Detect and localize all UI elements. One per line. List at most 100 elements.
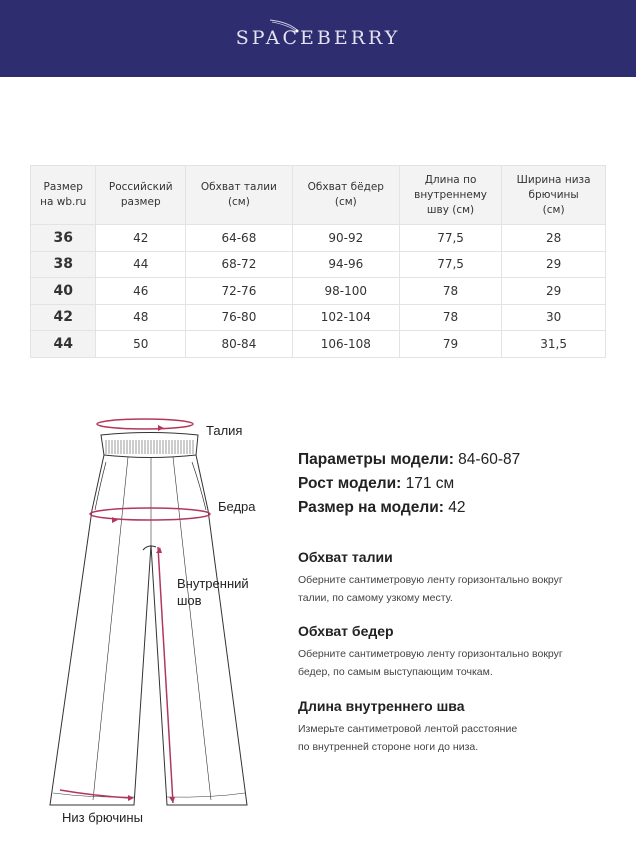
shooting-star-icon: [269, 19, 299, 33]
table-cell: 28: [501, 224, 606, 252]
right-hem-line: [166, 792, 246, 798]
table-cell: 31,5: [501, 330, 606, 358]
column-header: Российский размер: [95, 165, 187, 225]
table-cell: 76-80: [185, 303, 293, 331]
table-cell: 48: [95, 303, 187, 331]
instruction-title: Обхват талии: [298, 549, 393, 565]
hem-measure: [59, 789, 132, 799]
label-inseam-2: шов: [177, 593, 202, 608]
table-row: 40 46 72-76 98-100 78 29: [29, 277, 606, 305]
inseam-arrow-bottom: [169, 797, 175, 803]
table-cell: 29: [501, 250, 606, 278]
table-cell: 98-100: [291, 277, 400, 305]
label-waist: Талия: [206, 423, 243, 438]
height-label: Рост модели:: [298, 475, 402, 492]
crotch-curl: [142, 545, 157, 551]
header-line: шву (см): [426, 203, 475, 216]
pants-diagram: [49, 418, 248, 806]
column-header: Длина по внутреннему шву (см): [398, 165, 503, 225]
brand-header: SPACEBERRY: [0, 0, 636, 77]
measure-marks: [59, 418, 211, 804]
instruction-title: Обхват бедер: [298, 623, 394, 639]
table-cell: 36: [29, 224, 97, 252]
table-cell: 42: [29, 303, 97, 331]
header-line: Обхват бёдер: [307, 181, 384, 193]
hem-arrow: [128, 795, 134, 801]
column-header: Ширина низа брючины (см): [501, 165, 606, 225]
height-value: 171 см: [405, 475, 455, 492]
size-table: Размер на wb.ru Российский размер Обхват тал…: [29, 165, 606, 358]
table-row: 36 42 64-68 90-92 77,5 28: [29, 224, 606, 252]
right-pocket: [191, 461, 207, 511]
table-cell: 50: [95, 330, 187, 358]
table-cell: 38: [29, 250, 97, 278]
instruction-line: Оберните сантиметровую ленту горизонталь…: [298, 648, 563, 660]
brand-logo: SPACEBERRY: [235, 27, 401, 49]
left-crease: [92, 456, 129, 801]
header-line: размер: [120, 196, 161, 208]
instruction-line: Измерьте сантиметровой лентой расстояние: [298, 723, 518, 735]
size-value: 42: [448, 499, 466, 516]
table-cell: 42: [95, 224, 187, 252]
column-header: Обхват бёдер (см): [291, 165, 400, 225]
table-row: 42 48 76-80 102-104 78 30: [29, 303, 606, 331]
table-cell: 40: [29, 277, 97, 305]
table-cell: 94-96: [291, 250, 400, 278]
header-line: Длина по: [424, 173, 477, 186]
table-cell: 44: [29, 330, 97, 358]
params-label: Параметры модели:: [298, 451, 454, 468]
waistband-ribbing: [105, 440, 194, 454]
model-params-row: Параметры модели: 84-60-87: [298, 448, 520, 472]
right-crease: [172, 456, 212, 801]
instruction-title: Длина внутреннего шва: [298, 698, 465, 714]
header-line: Российский: [108, 181, 173, 193]
table-cell: 72-76: [185, 277, 293, 305]
table-cell: 68-72: [185, 250, 293, 278]
table-cell: 106-108: [291, 330, 400, 358]
table-cell: 79: [398, 330, 503, 358]
label-hips: Бедра: [218, 499, 256, 514]
column-header: Размер на wb.ru: [29, 165, 97, 225]
hip-arrow: [112, 517, 118, 523]
instruction-line: бедер, по самым выступающим точкам.: [298, 666, 493, 678]
table-cell: 90-92: [291, 224, 400, 252]
label-hem: Низ брючины: [62, 810, 143, 825]
header-line: на wb.ru: [40, 196, 87, 208]
table-cell: 78: [398, 277, 503, 305]
left-pocket: [94, 461, 107, 511]
header-line: Обхват талии: [200, 181, 277, 193]
header-line: (см): [334, 196, 357, 208]
model-params: Параметры модели: 84-60-87 Рост модели: …: [298, 448, 520, 520]
instruction-inseam: Длина внутреннего шва Измерьте сантиметр…: [298, 698, 517, 756]
measure-arrowheads: [112, 425, 175, 803]
instruction-hips: Обхват бедер Оберните сантиметровую лент…: [298, 623, 563, 681]
waist-measure: [96, 418, 194, 430]
table-cell: 80-84: [185, 330, 293, 358]
header-line: (см): [227, 196, 250, 208]
waist-arrow: [158, 425, 164, 431]
table-cell: 77,5: [398, 224, 503, 252]
table-cell: 46: [95, 277, 187, 305]
label-inseam-1: Внутренний: [177, 576, 249, 591]
size-label: Размер на модели:: [298, 499, 444, 516]
header-line: (см): [542, 203, 565, 216]
column-header: Обхват талии (см): [185, 165, 293, 225]
inseam-measure: [157, 546, 174, 804]
table-row: 38 44 68-72 94-96 77,5 29: [29, 250, 606, 278]
header-line: внутреннему: [414, 188, 487, 201]
table-cell: 30: [501, 303, 606, 331]
header-line: Размер: [43, 181, 83, 193]
model-height-row: Рост модели: 171 см: [298, 472, 520, 496]
model-size-row: Размер на модели: 42: [298, 496, 520, 520]
table-cell: 77,5: [398, 250, 503, 278]
hip-measure: [89, 507, 211, 521]
params-value: 84-60-87: [458, 451, 521, 468]
table-row: 44 50 80-84 106-108 79 31,5: [29, 330, 606, 358]
instruction-line: по внутренней стороне ноги до низа.: [298, 741, 479, 753]
inseam-arrow-top: [156, 547, 162, 553]
header-line: Ширина низа: [516, 173, 591, 186]
header-line: брючины: [528, 188, 579, 201]
table-cell: 64-68: [185, 224, 293, 252]
instruction-waist: Обхват талии Оберните сантиметровую лент…: [298, 549, 563, 607]
table-cell: 44: [95, 250, 187, 278]
